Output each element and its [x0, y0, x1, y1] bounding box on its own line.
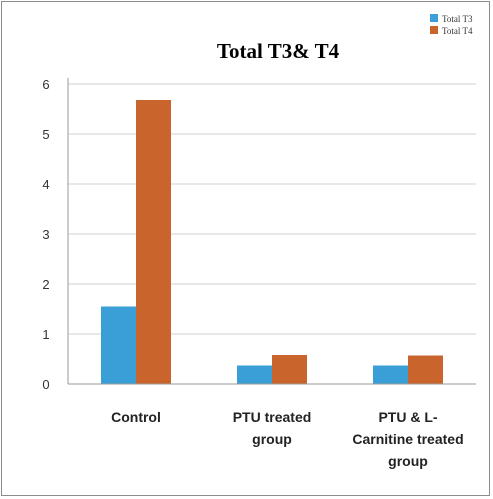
y-tick-label: 1 [42, 327, 49, 342]
y-tick-label: 4 [42, 177, 49, 192]
x-tick-label: Control [111, 409, 161, 425]
gridlines [68, 83, 476, 335]
bar-t4 [408, 355, 443, 384]
y-tick-label: 2 [42, 277, 49, 292]
legend-swatch [430, 26, 438, 34]
legend: Total T3 Total T4 [430, 14, 473, 36]
x-tick-label: PTU treated [233, 409, 312, 425]
y-axis-ticks: 0 1 2 3 4 5 6 [42, 77, 49, 392]
legend-label: Total T4 [442, 26, 473, 36]
y-tick-label: 3 [42, 227, 49, 242]
x-tick-label: group [388, 453, 428, 469]
chart-title: Total T3& T4 [217, 39, 340, 63]
bar-t3 [101, 306, 136, 384]
y-tick-label: 0 [42, 377, 49, 392]
legend-swatch [430, 14, 438, 22]
x-axis-labels: Control PTU treated group PTU & L- Carnitine… [111, 409, 464, 469]
y-tick-label: 6 [42, 77, 49, 92]
bar-t3 [237, 365, 272, 384]
legend-label: Total T3 [442, 14, 473, 24]
bars [101, 100, 443, 384]
x-tick-label: Carnitine treated [352, 431, 463, 447]
bar-t3 [373, 365, 408, 384]
x-tick-label: PTU & L- [378, 409, 437, 425]
x-tick-label: group [252, 431, 292, 447]
axes [67, 78, 476, 385]
bar-t4 [272, 355, 307, 384]
y-tick-label: 5 [42, 127, 49, 142]
bar-t4 [136, 100, 171, 384]
